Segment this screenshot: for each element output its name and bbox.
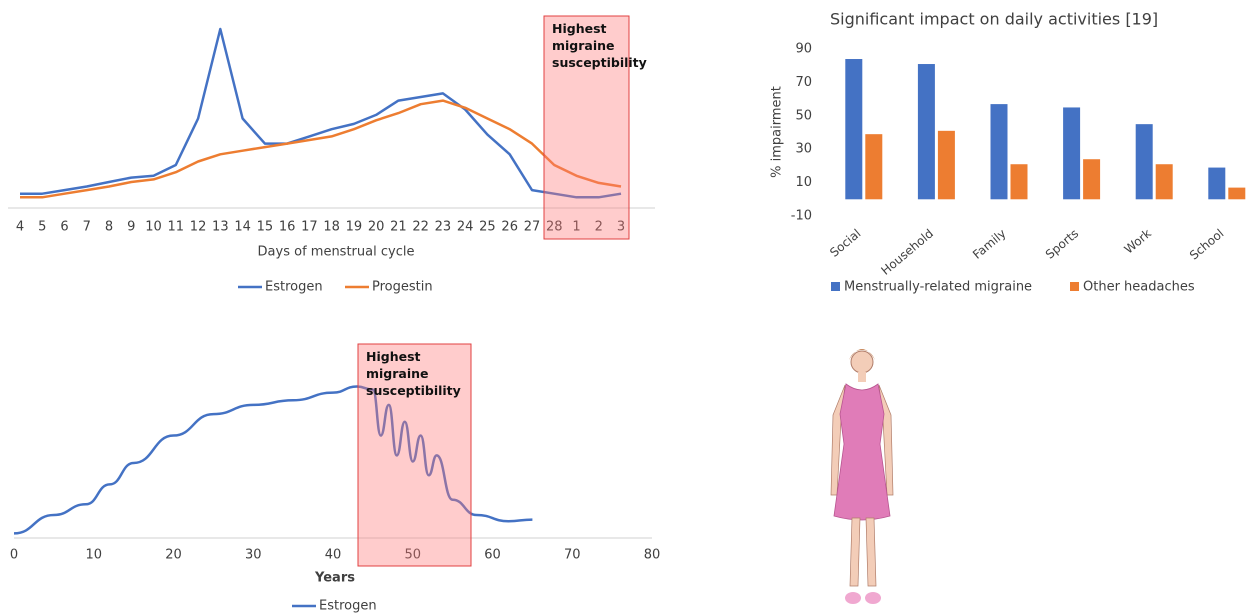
bar bbox=[937, 130, 955, 200]
x-tick-label: 15 bbox=[257, 220, 274, 235]
y-axis-label: % impairment bbox=[770, 86, 785, 178]
x-tick-label: 7 bbox=[83, 220, 91, 235]
annotation-holder: Highest migraine susceptibility bbox=[552, 21, 647, 70]
x-tick-label: 20 bbox=[368, 220, 385, 235]
y-tick-label: 90 bbox=[795, 42, 812, 57]
bar bbox=[865, 134, 883, 200]
x-tick-label: 1 bbox=[572, 220, 580, 235]
x-tick-label: 21 bbox=[390, 220, 407, 235]
x-tick-label: 25 bbox=[479, 220, 496, 235]
legend-label: Other headaches bbox=[1083, 280, 1195, 295]
legend-label: Menstrually-related migraine bbox=[844, 280, 1032, 295]
highlight-box bbox=[357, 343, 472, 567]
x-axis-label: Years bbox=[314, 571, 355, 586]
x-tick-label: 3 bbox=[617, 220, 625, 235]
x-tick-label: 6 bbox=[60, 220, 68, 235]
y-tick-label: 70 bbox=[795, 75, 812, 90]
annotation: Highest migraine susceptibility bbox=[552, 21, 647, 70]
y-tick-label: 10 bbox=[795, 175, 812, 190]
chart-title: Significant impact on daily activities [… bbox=[830, 10, 1158, 29]
bar bbox=[1228, 187, 1246, 200]
x-axis-label: Days of menstrual cycle bbox=[258, 245, 415, 260]
x-tick-label: 26 bbox=[501, 220, 518, 235]
x-tick-label: 22 bbox=[412, 220, 429, 235]
annotation-holder: Highest migraine susceptibility bbox=[366, 349, 461, 398]
x-tick-label: 50 bbox=[404, 548, 421, 563]
x-tick-label: School bbox=[1187, 226, 1227, 262]
bar bbox=[1208, 167, 1226, 200]
x-tick-label: 19 bbox=[346, 220, 363, 235]
x-tick-label: 28 bbox=[546, 220, 563, 235]
x-tick-label: 27 bbox=[524, 220, 541, 235]
x-tick-label: 13 bbox=[212, 220, 229, 235]
x-tick-label: 12 bbox=[190, 220, 207, 235]
bar bbox=[1135, 124, 1153, 200]
x-tick-label: 70 bbox=[564, 548, 581, 563]
x-tick-label: 2 bbox=[595, 220, 603, 235]
bar bbox=[845, 59, 863, 200]
legend-label: Estrogen bbox=[265, 280, 323, 295]
y-tick-label: 50 bbox=[795, 108, 812, 123]
x-tick-label: 20 bbox=[165, 548, 182, 563]
x-tick-label: 17 bbox=[301, 220, 318, 235]
x-tick-label: Social bbox=[827, 226, 863, 260]
annotation: Highest migraine susceptibility bbox=[366, 349, 461, 398]
x-tick-label: 30 bbox=[245, 548, 262, 563]
series-line bbox=[20, 27, 622, 199]
x-tick-label: 8 bbox=[105, 220, 113, 235]
bar bbox=[1083, 159, 1101, 200]
x-tick-label: Household bbox=[878, 226, 936, 278]
highlight-box bbox=[543, 15, 630, 240]
legend-swatch bbox=[831, 282, 840, 291]
x-tick-label: 18 bbox=[323, 220, 340, 235]
woman-illustration bbox=[830, 349, 894, 604]
series-line bbox=[20, 99, 622, 199]
series-line bbox=[13, 385, 533, 535]
x-tick-label: 11 bbox=[168, 220, 185, 235]
x-tick-label: 40 bbox=[325, 548, 342, 563]
x-tick-label: 80 bbox=[644, 548, 661, 563]
x-tick-label: 5 bbox=[38, 220, 46, 235]
x-tick-label: Work bbox=[1122, 226, 1154, 256]
legend-swatch bbox=[1070, 282, 1079, 291]
y-tick-label: -10 bbox=[791, 209, 812, 224]
bar bbox=[1063, 107, 1081, 200]
x-tick-label: 10 bbox=[85, 548, 102, 563]
bar bbox=[1010, 164, 1028, 200]
x-tick-label: 4 bbox=[16, 220, 24, 235]
x-tick-label: Family bbox=[970, 226, 1009, 262]
x-tick-label: 16 bbox=[279, 220, 296, 235]
y-tick-label: 30 bbox=[795, 142, 812, 157]
bar bbox=[990, 104, 1008, 200]
x-tick-label: 10 bbox=[145, 220, 162, 235]
legend-label: Estrogen bbox=[319, 599, 377, 614]
x-tick-label: Sports bbox=[1043, 226, 1081, 261]
bar bbox=[1155, 164, 1173, 200]
x-tick-label: 0 bbox=[10, 548, 18, 563]
bar bbox=[917, 64, 935, 200]
x-tick-label: 14 bbox=[234, 220, 251, 235]
x-tick-label: 60 bbox=[484, 548, 501, 563]
x-tick-label: 24 bbox=[457, 220, 474, 235]
x-tick-label: 23 bbox=[435, 220, 452, 235]
legend-label: Progestin bbox=[372, 280, 433, 295]
x-tick-label: 9 bbox=[127, 220, 135, 235]
